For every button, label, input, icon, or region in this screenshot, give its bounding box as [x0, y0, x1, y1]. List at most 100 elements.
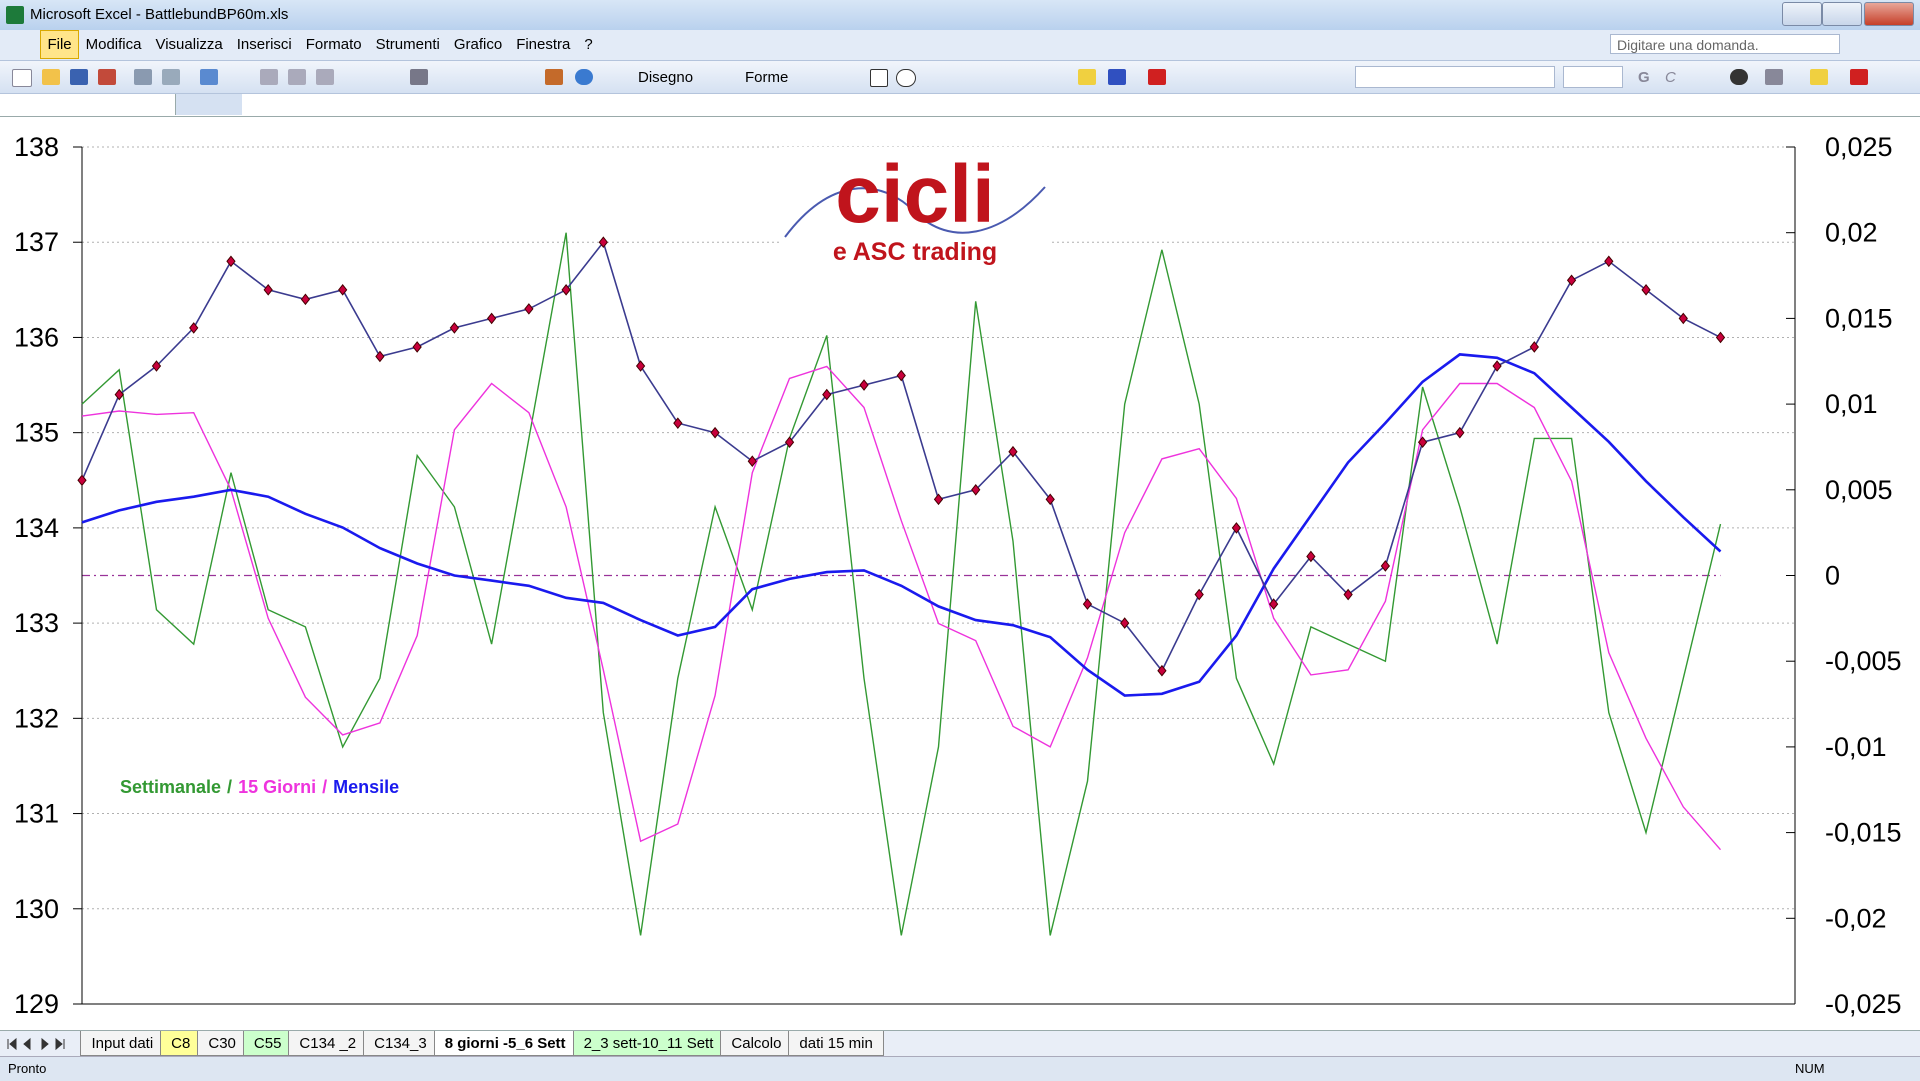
save-icon[interactable] — [70, 69, 88, 85]
data-point — [561, 284, 571, 296]
menu-item[interactable]: Finestra — [516, 36, 571, 53]
permission-icon[interactable] — [98, 69, 116, 85]
data-point — [412, 341, 422, 353]
sheet-tab[interactable]: Input dati — [80, 1031, 165, 1056]
y-tick-label: 131 — [14, 799, 59, 829]
legend-entry[interactable]: 15 Giorni — [238, 777, 316, 797]
bold-button[interactable]: G — [1638, 69, 1650, 86]
data-point — [1269, 598, 1279, 610]
series-line — [81, 353, 1722, 697]
spelling-icon[interactable] — [200, 69, 218, 85]
help-icon[interactable] — [575, 69, 593, 85]
app-icon — [6, 6, 24, 24]
cut-icon[interactable] — [260, 69, 278, 85]
sheet-tab[interactable]: C134_3 — [363, 1031, 438, 1056]
y2-tick-label: 0,005 — [1825, 475, 1893, 505]
data-point — [1492, 360, 1502, 372]
menu-item[interactable]: Visualizza — [155, 36, 223, 53]
sheet-tabs: Input dati C8 C30 C55 C134 _2 C134_3 8 giorni … — [0, 1030, 1920, 1057]
font-name-box[interactable] — [1355, 66, 1555, 88]
data-point — [375, 350, 385, 363]
sheet-tab[interactable]: 2_3 sett-10_11 Sett — [572, 1031, 725, 1056]
minimize-button[interactable] — [1782, 2, 1822, 26]
y-tick-label: 136 — [14, 322, 59, 352]
menu-item[interactable]: Modifica — [85, 36, 142, 53]
menu-item[interactable]: Strumenti — [375, 36, 440, 53]
logo-title: cicli — [835, 149, 995, 240]
font-color-2[interactable] — [1850, 69, 1868, 85]
menu-item[interactable]: Grafico — [453, 36, 503, 53]
sheet-tab[interactable]: C55 — [242, 1031, 293, 1056]
series-line — [81, 365, 1722, 851]
chart-wizard-icon[interactable] — [410, 69, 428, 85]
restore-button[interactable] — [1822, 2, 1862, 26]
sheet-tab[interactable]: Calcolo — [720, 1031, 793, 1056]
preview-icon[interactable] — [162, 69, 180, 85]
menu-item[interactable]: File — [40, 30, 79, 59]
series-line — [81, 232, 1722, 936]
data-point — [1120, 617, 1130, 629]
chart-icon[interactable] — [545, 69, 563, 85]
data-point — [1678, 312, 1688, 325]
sheet-tab[interactable]: C134 _2 — [288, 1031, 368, 1056]
line-color[interactable] — [1108, 69, 1126, 85]
y2-tick-label: 0 — [1825, 561, 1840, 591]
y2-tick-label: -0,015 — [1825, 818, 1902, 848]
y2-tick-label: -0,01 — [1825, 732, 1887, 762]
data-point — [971, 483, 981, 496]
menu-item[interactable]: Formato — [305, 36, 362, 53]
data-point — [933, 493, 944, 506]
data-point — [1380, 560, 1391, 572]
num-lock: NUM — [1795, 1061, 1825, 1076]
menu-item[interactable]: ? — [584, 36, 593, 53]
sheet-tab[interactable]: C8 — [160, 1031, 202, 1056]
menu-item[interactable]: Inserisci — [236, 36, 292, 53]
title-bar: Microsoft Excel - BattlebundBP60m.xls — [0, 0, 1920, 30]
data-point — [1417, 436, 1428, 448]
data-point — [822, 388, 832, 401]
borders-icon[interactable] — [1765, 69, 1783, 85]
sheet-tab[interactable]: 8 giorni -5_6 Sett — [433, 1031, 577, 1056]
data-point — [449, 322, 460, 334]
function-button[interactable] — [176, 94, 242, 115]
tab-navigation[interactable] — [0, 1033, 80, 1055]
data-point — [300, 293, 311, 306]
data-point — [784, 436, 795, 448]
y-tick-label: 129 — [14, 989, 59, 1019]
euro-icon[interactable] — [1730, 69, 1748, 85]
logo-background — [780, 147, 1050, 272]
formula-bar — [0, 94, 1920, 117]
status-bar: Pronto NUM — [0, 1056, 1920, 1081]
data-point — [1082, 598, 1093, 610]
new-icon[interactable] — [12, 69, 32, 87]
sheet-tab[interactable]: dati 15 min — [788, 1031, 884, 1056]
help-box[interactable]: Digitare una domanda. — [1610, 34, 1840, 54]
shapes-menu[interactable]: Forme — [745, 69, 789, 86]
font-size-box[interactable] — [1563, 66, 1623, 88]
data-point — [114, 388, 124, 401]
print-icon[interactable] — [134, 69, 152, 85]
data-point — [859, 379, 869, 391]
close-button[interactable] — [1864, 2, 1914, 26]
copy-icon[interactable] — [288, 69, 306, 85]
legend: Settimanale / 15 Giorni / Mensile — [120, 777, 399, 797]
data-point — [1604, 255, 1614, 268]
y-tick-label: 132 — [14, 703, 59, 733]
rect-tool[interactable] — [870, 69, 888, 87]
data-point — [226, 255, 236, 268]
open-icon[interactable] — [42, 69, 60, 85]
y2-tick-label: 0,015 — [1825, 303, 1893, 333]
data-point — [1641, 284, 1651, 296]
paste-icon[interactable] — [316, 69, 334, 85]
sheet-tab[interactable]: C30 — [197, 1031, 247, 1056]
font-color[interactable] — [1148, 69, 1166, 85]
fill-color-2[interactable] — [1810, 69, 1828, 85]
data-point — [896, 369, 906, 382]
legend-entry[interactable]: Mensile — [333, 777, 399, 797]
name-box[interactable] — [0, 94, 176, 115]
italic-button[interactable]: C — [1665, 69, 1676, 86]
legend-entry[interactable]: Settimanale — [120, 777, 221, 797]
fill-color[interactable] — [1078, 69, 1096, 85]
drawing-menu[interactable]: Disegno — [638, 69, 694, 86]
oval-tool[interactable] — [896, 69, 916, 87]
